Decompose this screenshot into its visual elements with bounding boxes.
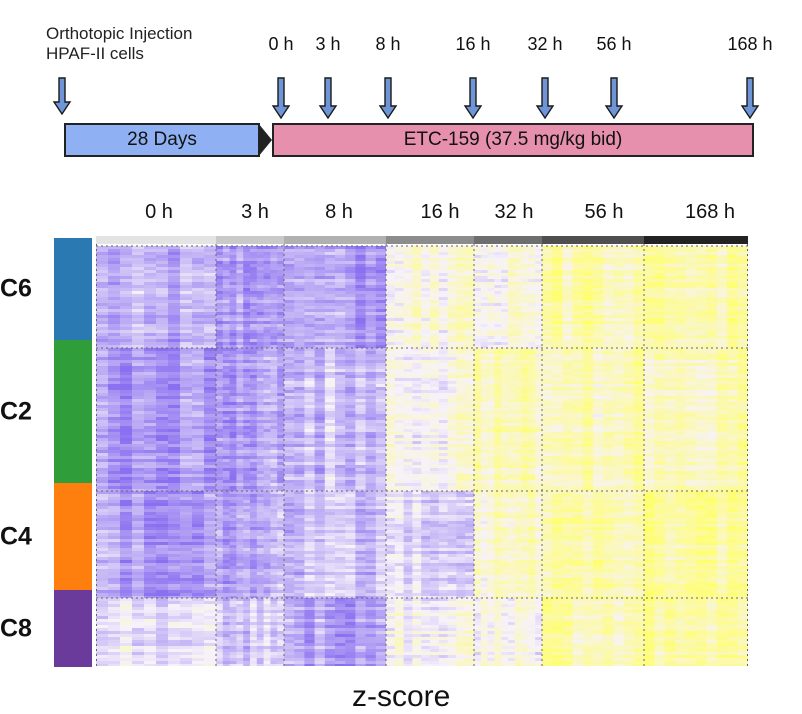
column-group-band bbox=[216, 236, 284, 244]
injection-arrows bbox=[0, 0, 802, 125]
treatment-bar-label: ETC-159 (37.5 mg/kg bid) bbox=[404, 129, 623, 151]
treatment-bar: ETC-159 (37.5 mg/kg bid) bbox=[272, 123, 754, 157]
heatmap-column-label: 168 h bbox=[685, 201, 735, 224]
z-score-label: z-score bbox=[352, 680, 450, 714]
heatmap-cells bbox=[96, 246, 748, 666]
cluster-color-bar bbox=[54, 340, 92, 483]
column-group-band bbox=[386, 236, 474, 244]
cluster-color-bar bbox=[54, 590, 92, 667]
heatmap-column-label: 3 h bbox=[241, 201, 269, 224]
days-bar: 28 Days bbox=[64, 123, 260, 157]
heatmap-column-label: 56 h bbox=[585, 201, 624, 224]
column-group-band bbox=[542, 236, 644, 244]
cluster-label: C2 bbox=[0, 397, 32, 426]
days-bar-arrowhead bbox=[258, 123, 272, 157]
down-arrow-icon bbox=[380, 78, 396, 118]
down-arrow-icon bbox=[537, 78, 553, 118]
heatmap-column-label: 0 h bbox=[145, 201, 173, 224]
heatmap-column-label: 32 h bbox=[495, 201, 534, 224]
cluster-label: C8 bbox=[0, 614, 32, 643]
column-group-band bbox=[644, 236, 748, 244]
column-group-band bbox=[284, 236, 386, 244]
down-arrow-icon bbox=[606, 78, 622, 118]
column-group-band bbox=[474, 236, 542, 244]
down-arrow-icon bbox=[465, 78, 481, 118]
cluster-color-bar bbox=[54, 483, 92, 590]
cluster-color-bar bbox=[54, 238, 92, 340]
heatmap-column-label: 8 h bbox=[325, 201, 353, 224]
down-arrow-icon bbox=[273, 78, 289, 118]
cluster-label: C6 bbox=[0, 275, 32, 304]
heatmap-column-label: 16 h bbox=[421, 201, 460, 224]
down-arrow-icon bbox=[742, 78, 758, 118]
down-arrow-icon bbox=[54, 78, 70, 114]
column-group-band bbox=[96, 236, 216, 244]
heatmap bbox=[96, 236, 748, 666]
cluster-label: C4 bbox=[0, 522, 32, 551]
down-arrow-icon bbox=[320, 78, 336, 118]
days-bar-label: 28 Days bbox=[127, 129, 197, 151]
